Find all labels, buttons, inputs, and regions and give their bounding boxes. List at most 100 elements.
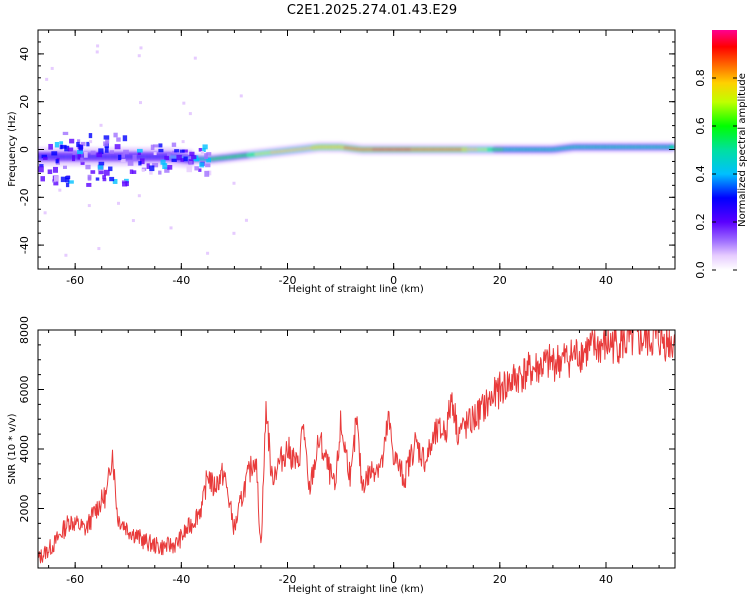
spectrogram-noise-cell (51, 151, 58, 156)
spectrogram-noise-cell (132, 154, 137, 161)
spectrogram-noise-cell (166, 152, 171, 157)
spectrogram-xtick-label: 0 (390, 274, 397, 287)
colorbar-tick-label: 0.4 (694, 165, 707, 183)
spectrogram-ytick-label: 20 (18, 95, 31, 109)
spectrogram-noise-cell (87, 204, 91, 208)
spectrogram-noise-cell (80, 141, 86, 147)
colorbar-tick-label: 0.8 (694, 69, 707, 87)
spectrogram-noise-cell (164, 167, 170, 173)
spectrogram-panel: -60 -40 -20 0 20 40 -40 -20 0 20 40 Height of stra… (7, 29, 676, 295)
spectrogram-xtick-label: -40 (172, 274, 190, 287)
spectrogram-noise-cell (152, 144, 159, 148)
spectrogram-noise-cell (85, 164, 91, 170)
spectrogram-noise-cell (204, 170, 210, 177)
spectrogram-noise-cell (103, 135, 110, 140)
spectrogram-noise-cell (67, 180, 74, 184)
spectrogram-ytick-label: -40 (18, 236, 31, 254)
spectrogram-noise-cell (149, 165, 155, 172)
spectrogram-noise-cell (167, 165, 173, 170)
spectrogram-noise-cell (122, 181, 128, 187)
spectrogram-noise-cell (109, 176, 115, 182)
spectrogram-noise-cell (103, 169, 110, 176)
spectrogram-noise-cell (164, 155, 170, 161)
snr-xlabel: Height of straight line (km) (288, 584, 424, 595)
spectrogram-noise-cell (176, 154, 182, 161)
spectrogram-noise-cell (113, 132, 118, 138)
snr-xtick-label: -40 (172, 573, 190, 586)
spectrogram-noise-cell (194, 166, 199, 171)
spectrogram-noise-cell (60, 176, 67, 183)
spectrogram-noise-cell (116, 201, 120, 205)
colorbar-tick-label: 0.6 (694, 117, 707, 135)
spectrogram-noise-cell (99, 123, 103, 127)
colorbar-label: Normalized spectral amplitude (737, 73, 748, 227)
spectrogram-noise-cell (123, 149, 129, 155)
spectrogram-noise-cell (206, 152, 212, 156)
spectrogram-noise-cell (102, 178, 107, 182)
spectrogram-noise-cell (77, 149, 83, 155)
spectrogram-ridge-cell (668, 144, 675, 150)
snr-ytick-label: 8000 (18, 316, 31, 344)
spectrogram-noise-cell (169, 226, 173, 230)
spectrogram-noise-cell (191, 155, 197, 160)
spectrogram-noise-cell (76, 141, 80, 148)
spectrogram-noise-cell (53, 175, 60, 182)
spectrogram-noise-cell (98, 148, 104, 155)
spectrogram-noise-cell (129, 169, 134, 174)
spectrogram-noise-cell (114, 144, 121, 150)
spectrogram-noise-cell (54, 141, 60, 148)
spectrogram-noise-cell (206, 251, 210, 255)
spectrogram-noise-cell (158, 148, 164, 153)
spectrogram-noise-cell (132, 170, 137, 174)
snr-xtick-label: 0 (390, 573, 397, 586)
spectrogram-noise-cell (80, 157, 84, 163)
snr-ylabel: SNR (10 * v/v) (7, 413, 18, 484)
spectrogram-xtick-label: 40 (599, 274, 613, 287)
spectrogram-noise-cell (90, 170, 96, 174)
spectrogram-noise-cell (78, 144, 83, 151)
spectrogram-noise-cell (108, 166, 113, 172)
spectrogram-noise-cell (90, 150, 96, 155)
spectrogram-noise-cell (139, 158, 145, 165)
spectrogram-noise-cell (137, 194, 141, 198)
spectrogram-noise-cell (52, 166, 59, 173)
spectrogram-noise-cell (62, 165, 67, 169)
spectrogram-noise-cell (43, 211, 47, 215)
spectrogram-noise-cell (188, 112, 192, 116)
spectrogram-noise-cell (174, 149, 180, 153)
spectrogram-xtick-label: -20 (279, 274, 297, 287)
spectrogram-noise-cell (72, 150, 77, 155)
spectrogram-noise-cell (64, 253, 68, 257)
spectrogram-noise-cell (239, 94, 243, 98)
spectrogram-ytick-label: 0 (18, 146, 31, 153)
snr-xtick-label: 20 (493, 573, 507, 586)
spectrogram-noise-cell (80, 161, 85, 165)
snr-ytick-label: 4000 (18, 435, 31, 463)
spectrogram-noise-cell (232, 181, 236, 185)
spectrogram-xlabel: Height of straight line (km) (288, 284, 424, 295)
spectrogram-noise-cell (198, 168, 202, 172)
spectrogram-noise-cell (59, 141, 64, 145)
spectrogram-noise-cell (204, 153, 208, 159)
spectrogram-noise-cell (98, 161, 105, 166)
spectrogram-noise-cell (138, 161, 142, 166)
spectrogram-noise-cell (39, 164, 44, 168)
spectrogram-noise-cell (47, 169, 53, 175)
snr-xtick-label: -20 (279, 573, 297, 586)
spectrogram-noise-cell (193, 56, 197, 60)
spectrogram-noise-cell (41, 154, 48, 159)
spectrogram-noise-cell (189, 151, 195, 157)
snr-xtick-label: -60 (66, 573, 84, 586)
spectrogram-noise-cell (122, 135, 128, 142)
snr-ytick-label: 6000 (18, 376, 31, 404)
spectrogram-noise-cell (202, 148, 206, 153)
spectrogram-noise-cell (103, 141, 109, 147)
spectrogram-noise-cell (206, 157, 212, 163)
snr-ytick-label: 2000 (18, 495, 31, 523)
figure-title: C2E1.2025.274.01.43.E29 (287, 3, 457, 18)
spectrogram-noise-cell (120, 158, 126, 163)
spectrogram-noise-cell (69, 138, 75, 144)
spectrogram-noise-cell (86, 141, 90, 147)
spectrogram-noise-cell (141, 168, 145, 172)
